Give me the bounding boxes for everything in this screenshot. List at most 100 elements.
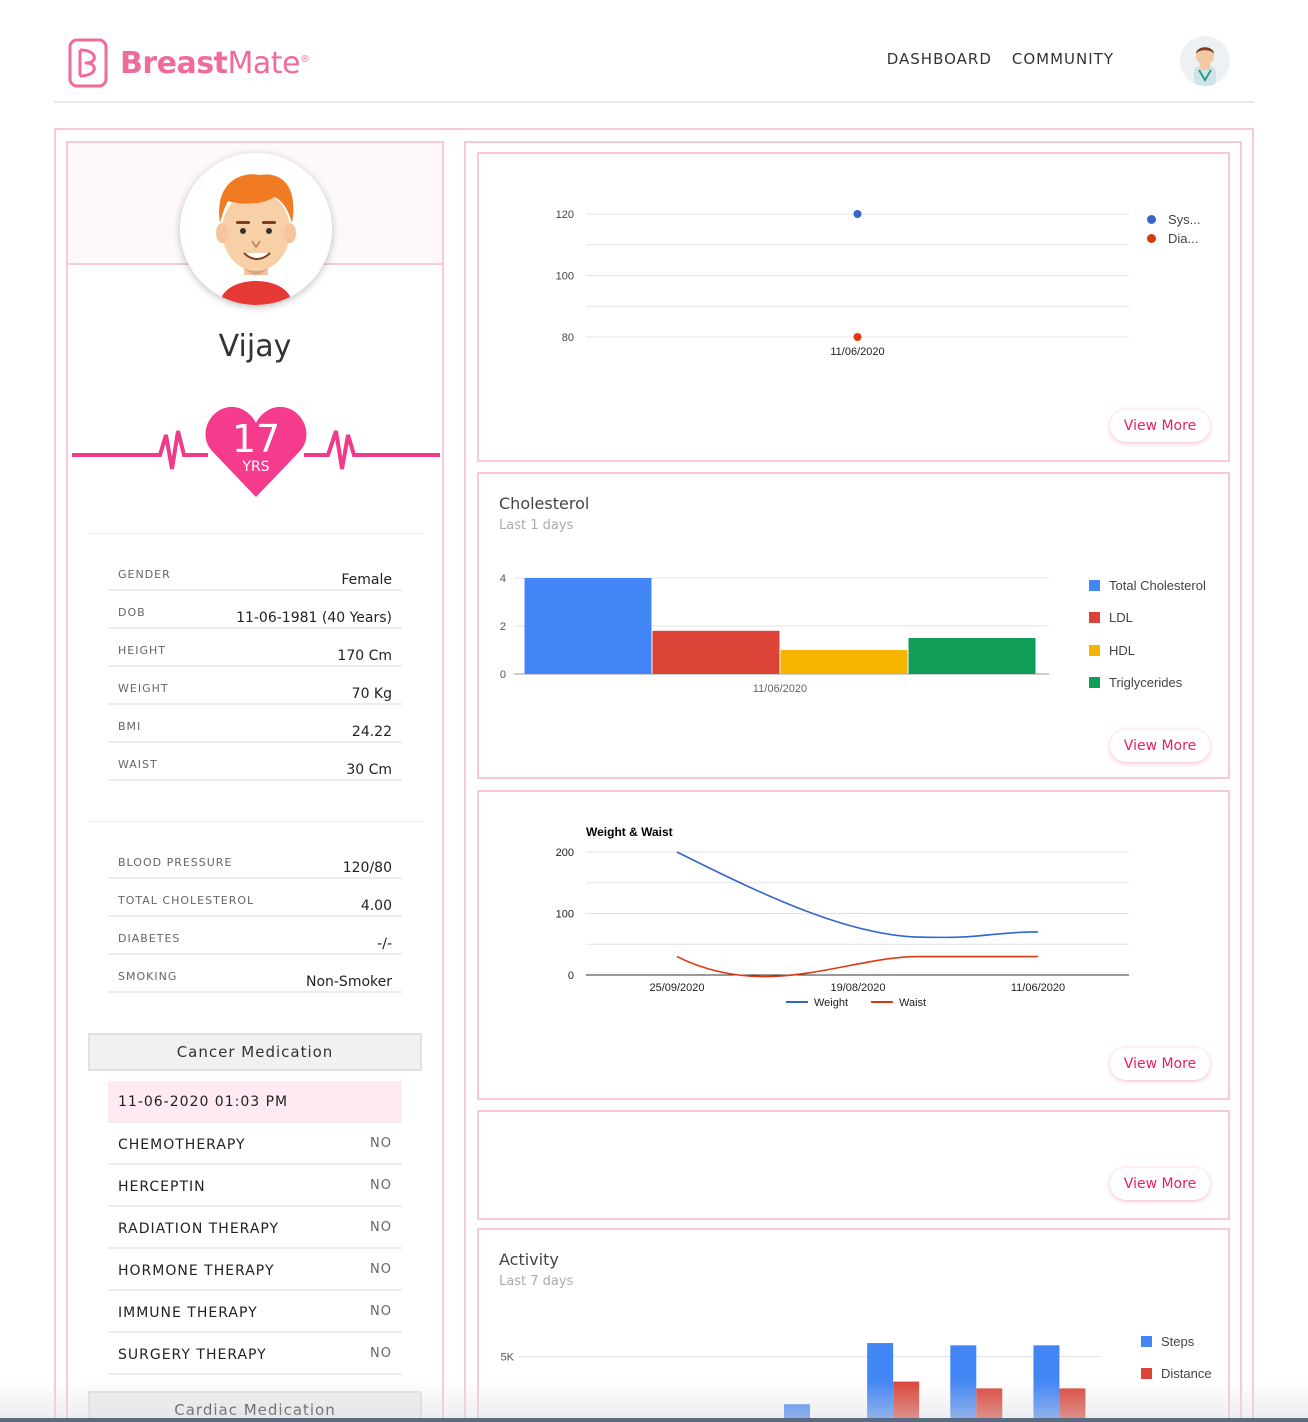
legend-steps: Steps (1141, 1334, 1194, 1349)
bar (893, 1381, 920, 1422)
row-value: 11-06-1981 (40 Years) (236, 610, 392, 626)
row-label: SMOKING (118, 970, 178, 983)
detail-row: DIABETES -/- (108, 917, 402, 955)
view-more-button[interactable]: View More (1110, 1048, 1210, 1080)
patient-name: Vijay (218, 329, 292, 364)
row-label: HEIGHT (118, 644, 166, 657)
medication-row: RADIATION THERAPY NO (108, 1207, 402, 1249)
row-label: BLOOD PRESSURE (118, 856, 233, 869)
legend-swatch (1089, 645, 1100, 656)
data-point (853, 210, 862, 218)
cancer-medication-list: CHEMOTHERAPY NO HERCEPTIN NO RADIATION THERA… (108, 1123, 402, 1375)
card-subtitle: Last 7 days (499, 1274, 574, 1289)
row-value: NO (370, 1346, 392, 1361)
row-value: NO (370, 1178, 392, 1193)
user-avatar[interactable] (1180, 36, 1230, 86)
vitals-list: BLOOD PRESSURE 120/80 TOTAL CHOLESTEROL 4.0… (108, 841, 402, 993)
cancer-medication-header[interactable]: Cancer Medication (88, 1033, 422, 1071)
row-value: 170 Cm (337, 648, 392, 664)
bar (780, 650, 908, 674)
row-value: 70 Kg (351, 686, 392, 702)
row-value: NO (370, 1220, 392, 1235)
nav-dashboard[interactable]: DASHBOARD (886, 50, 992, 68)
top-header: BreastMate® DASHBOARD COMMUNITY (54, 0, 1254, 103)
legend-total-cholesterol: Total Cholesterol (1089, 578, 1206, 593)
brand-name: BreastMate® (120, 45, 310, 81)
legend-diastolic: Dia... (1147, 231, 1198, 246)
y-tick-label: 0 (568, 970, 574, 982)
row-label: SURGERY THERAPY (118, 1347, 267, 1363)
view-more-button[interactable]: View More (1110, 1168, 1210, 1200)
details-list: GENDER Female DOB 11-06-1981 (40 Years) HEIG… (108, 553, 402, 781)
legend-dot (1147, 234, 1156, 243)
x-tick-label: 11/06/2020 (1011, 982, 1065, 994)
breastmate-logo-icon (68, 38, 108, 88)
legend-ldl: LDL (1089, 610, 1133, 625)
window-bottom-edge (0, 1418, 1308, 1422)
row-value: 120/80 (342, 860, 392, 876)
x-tick-label: 19/08/2020 (830, 982, 885, 994)
legend-swatch (1141, 1336, 1152, 1347)
row-label: DIABETES (118, 932, 181, 945)
cholesterol-card: Cholesterol Last 1 days 0 2 4 11/06/2020 To… (477, 472, 1230, 779)
bar (950, 1345, 977, 1422)
medication-row: SURGERY THERAPY NO (108, 1333, 402, 1375)
legend-swatch (1089, 580, 1100, 591)
blood-pressure-chart: 80 100 120 11/06/2020 (556, 209, 1129, 358)
medication-row: IMMUNE THERAPY NO (108, 1291, 402, 1333)
weight-waist-chart: Weight & Waist 0 100 200 25/09/2020 19/08/202… (556, 825, 1129, 1009)
legend-distance: Distance (1141, 1366, 1212, 1381)
row-value: Non-Smoker (305, 974, 392, 990)
legend-label: Waist (899, 997, 926, 1009)
row-label: HERCEPTIN (118, 1179, 206, 1195)
bar (867, 1343, 894, 1422)
brand-logo[interactable]: BreastMate® (68, 38, 310, 88)
x-tick-label: 11/06/2020 (753, 683, 807, 695)
detail-row: TOTAL CHOLESTEROL 4.00 (108, 879, 402, 917)
row-value: -/- (377, 936, 392, 952)
y-tick-label: 80 (562, 332, 574, 344)
legend-dot (1147, 215, 1156, 224)
view-more-button[interactable]: View More (1110, 410, 1210, 442)
legend-swatch (1141, 1368, 1152, 1379)
row-value: NO (370, 1304, 392, 1319)
row-label: WEIGHT (118, 682, 169, 695)
medication-date-row: 11-06-2020 01:03 PM (108, 1081, 402, 1123)
y-tick-label: 100 (556, 909, 574, 921)
legend-hdl: HDL (1089, 643, 1135, 658)
detail-row: WAIST 30 Cm (108, 743, 402, 781)
row-value: 4.00 (360, 898, 392, 914)
detail-row: BLOOD PRESSURE 120/80 (108, 841, 402, 879)
row-label: HORMONE THERAPY (118, 1263, 275, 1279)
empty-chart-card: View More (477, 1110, 1230, 1220)
card-title: Activity (499, 1250, 559, 1269)
legend-label: Weight (814, 997, 848, 1009)
profile-avatar (180, 153, 332, 305)
legend-triglycerides: Triglycerides (1089, 675, 1182, 690)
y-tick-label: 200 (556, 847, 574, 859)
nav-community[interactable]: COMMUNITY (1011, 50, 1114, 68)
cholesterol-chart: 0 2 4 11/06/2020 (500, 573, 1049, 695)
medication-row: HORMONE THERAPY NO (108, 1249, 402, 1291)
divider (88, 821, 422, 822)
heartbeat-heart-icon (72, 406, 440, 497)
view-more-button[interactable]: View More (1110, 730, 1210, 762)
bar (524, 578, 652, 674)
medication-date: 11-06-2020 01:03 PM (118, 1094, 289, 1110)
medication-row: HERCEPTIN NO (108, 1165, 402, 1207)
charts-panel (464, 141, 1242, 1422)
card-title: Cholesterol (499, 494, 590, 513)
legend-swatch (1089, 612, 1100, 623)
medication-row: CHEMOTHERAPY NO (108, 1123, 402, 1165)
activity-card: Activity Last 7 days 5K Steps Distance (477, 1228, 1230, 1422)
age-value: 17 (231, 417, 281, 461)
row-label: RADIATION THERAPY (118, 1221, 280, 1237)
row-label: WAIST (118, 758, 158, 771)
row-label: GENDER (118, 568, 171, 581)
row-label: DOB (118, 606, 146, 619)
y-tick-label: 120 (556, 209, 574, 221)
divider (88, 533, 422, 534)
y-tick-label: 5K (501, 1352, 515, 1364)
blood-pressure-card: 80 100 120 11/06/2020 Sys... Dia... View Mo… (477, 152, 1230, 462)
detail-row: DOB 11-06-1981 (40 Years) (108, 591, 402, 629)
